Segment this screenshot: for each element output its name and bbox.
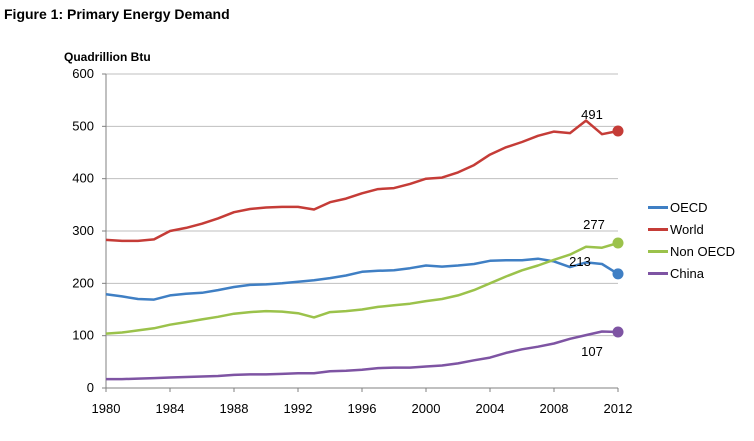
end-label-world: 491 bbox=[581, 107, 603, 122]
y-tick-labels: 0 100 200 300 400 500 600 bbox=[72, 66, 94, 395]
legend-item-non-oecd: Non OECD bbox=[648, 240, 735, 262]
x-tick-label: 1992 bbox=[284, 401, 313, 416]
series-lines bbox=[105, 119, 619, 381]
legend-swatch bbox=[648, 249, 668, 253]
legend-item-oecd: OECD bbox=[648, 196, 735, 218]
y-axis-unit-label: Quadrillion Btu bbox=[64, 50, 151, 64]
x-tick-label: 1980 bbox=[92, 401, 121, 416]
series-end-labels: 213 491 277 107 bbox=[569, 107, 605, 359]
x-tick-label: 2000 bbox=[412, 401, 441, 416]
figure-title: Figure 1: Primary Energy Demand bbox=[4, 6, 230, 22]
legend-label: OECD bbox=[670, 199, 708, 215]
end-label-non-oecd: 277 bbox=[583, 217, 605, 232]
legend-item-world: World bbox=[648, 218, 735, 240]
y-tick-label: 200 bbox=[72, 275, 94, 290]
x-tick-label: 2004 bbox=[476, 401, 505, 416]
legend-swatch bbox=[648, 271, 668, 275]
series-line-oecd bbox=[105, 257, 619, 301]
x-tick-label: 2012 bbox=[604, 401, 633, 416]
y-tick-label: 300 bbox=[72, 223, 94, 238]
x-tick-label: 1984 bbox=[156, 401, 185, 416]
y-tick-label: 500 bbox=[72, 118, 94, 133]
end-marker-non-oecd bbox=[612, 237, 624, 249]
series-line-world bbox=[105, 119, 619, 243]
end-label-oecd: 213 bbox=[569, 254, 591, 269]
series-line-non-oecd bbox=[105, 241, 619, 335]
x-tick-labels: 1980 1984 1988 1992 1996 2000 2004 2008 2012 bbox=[92, 401, 633, 416]
y-tick-label: 400 bbox=[72, 171, 94, 186]
series-end-markers bbox=[612, 125, 624, 338]
end-label-china: 107 bbox=[581, 344, 603, 359]
end-marker-china bbox=[612, 326, 624, 338]
legend-item-china: China bbox=[648, 262, 735, 284]
legend-swatch bbox=[648, 205, 668, 209]
end-marker-world bbox=[612, 125, 624, 137]
legend: OECD World Non OECD China bbox=[648, 196, 735, 284]
x-tick-label: 1988 bbox=[220, 401, 249, 416]
axes bbox=[102, 73, 619, 392]
end-marker-oecd bbox=[612, 268, 624, 280]
legend-label: Non OECD bbox=[670, 243, 736, 259]
y-tick-label: 600 bbox=[72, 66, 94, 81]
legend-label: World bbox=[670, 221, 704, 237]
legend-swatch bbox=[648, 227, 668, 231]
series-line-china bbox=[106, 330, 619, 381]
x-tick-label: 1996 bbox=[348, 401, 377, 416]
gridlines bbox=[106, 73, 618, 337]
legend-label: China bbox=[670, 265, 704, 281]
y-tick-label: 100 bbox=[72, 328, 94, 343]
y-tick-label: 0 bbox=[87, 380, 94, 395]
x-tick-label: 2008 bbox=[540, 401, 569, 416]
